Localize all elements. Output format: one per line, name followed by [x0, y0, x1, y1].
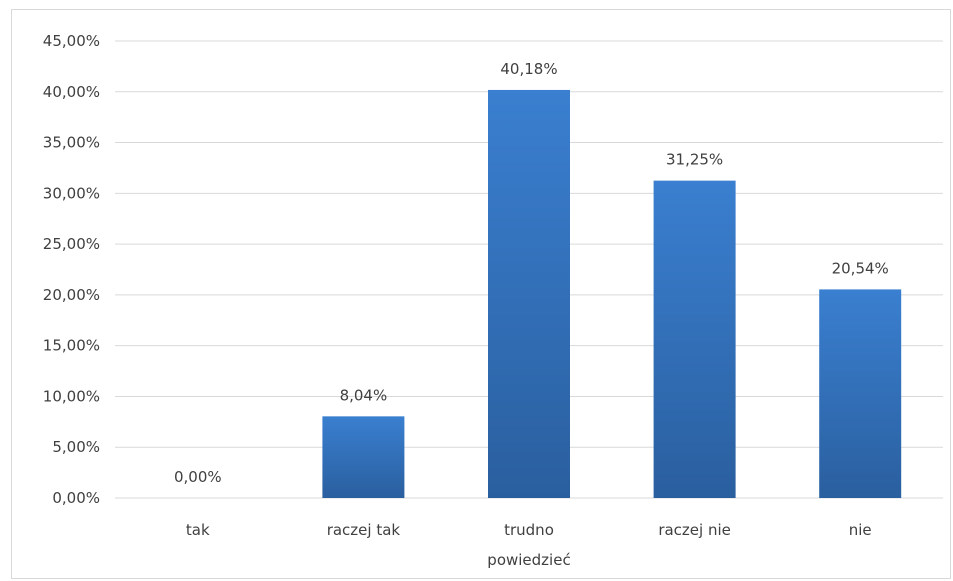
x-axis: tak raczej tak trudno powiedzieć raczej nie n…: [186, 521, 872, 569]
bar: [819, 289, 902, 498]
y-tick-label: 10,00%: [43, 387, 100, 405]
bar: [653, 180, 736, 498]
x-tick-label: tak: [186, 521, 210, 539]
x-tick-label: powiedzieć: [487, 551, 570, 569]
y-tick-label: 0,00%: [52, 489, 100, 507]
chart-frame: [11, 9, 951, 579]
y-tick-label: 40,00%: [43, 83, 100, 101]
y-tick-label: 15,00%: [43, 337, 100, 355]
x-tick-label: raczej tak: [327, 521, 401, 539]
data-label: 31,25%: [666, 151, 723, 169]
data-label: 8,04%: [340, 386, 388, 404]
data-label: 20,54%: [832, 259, 889, 277]
y-tick-label: 35,00%: [43, 134, 100, 152]
x-tick-label: trudno: [504, 521, 554, 539]
x-tick-label: nie: [849, 521, 872, 539]
data-label: 0,00%: [174, 468, 222, 486]
x-tick-label: raczej nie: [658, 521, 731, 539]
bars: [322, 89, 902, 499]
y-tick-label: 25,00%: [43, 235, 100, 253]
data-label: 40,18%: [500, 60, 557, 78]
bar: [488, 89, 570, 499]
y-tick-label: 30,00%: [43, 184, 100, 202]
y-axis: 0,00% 5,00% 10,00% 15,00% 20,00% 25,00% 30,00%…: [43, 32, 100, 507]
y-tick-label: 20,00%: [43, 286, 100, 304]
bar: [322, 416, 405, 498]
y-tick-label: 45,00%: [43, 32, 100, 50]
y-tick-label: 5,00%: [52, 438, 100, 456]
data-labels: 0,00% 8,04% 40,18% 31,25% 20,54%: [174, 60, 889, 486]
